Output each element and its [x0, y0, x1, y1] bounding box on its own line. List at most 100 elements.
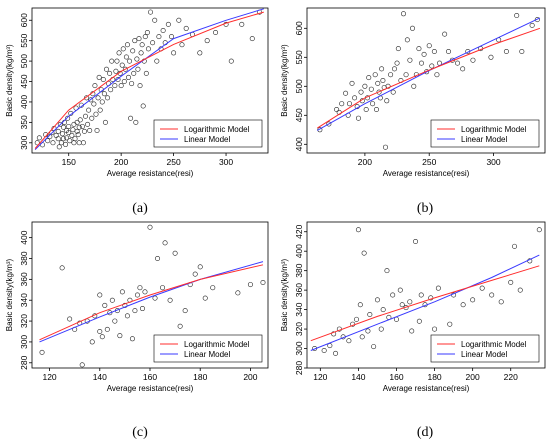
y-tick-label: 450: [19, 74, 29, 88]
data-point: [363, 107, 369, 113]
x-tick-label: 150: [62, 157, 76, 167]
data-point: [519, 48, 525, 54]
data-point: [399, 302, 405, 308]
data-point: [79, 362, 85, 368]
data-point: [374, 297, 380, 303]
x-tick-label: 200: [358, 157, 372, 167]
data-point: [134, 56, 140, 62]
data-point: [176, 17, 182, 23]
data-point: [460, 66, 466, 72]
data-point: [355, 227, 361, 233]
data-point: [65, 115, 71, 121]
data-point: [91, 101, 97, 107]
data-point: [334, 107, 340, 113]
data-point: [162, 240, 168, 246]
data-point: [384, 98, 390, 104]
x-tick-label: 200: [114, 157, 128, 167]
data-point: [64, 135, 70, 141]
x-tick-label: 120: [313, 372, 327, 382]
data-point: [470, 297, 476, 303]
data-point: [498, 299, 504, 305]
data-point: [407, 299, 413, 305]
data-point: [395, 46, 401, 52]
x-tick-label: 300: [219, 157, 233, 167]
data-point: [56, 144, 62, 150]
x-tick-label: 120: [42, 372, 56, 382]
data-point: [534, 17, 540, 23]
data-point: [77, 117, 83, 123]
plot-frame: [306, 221, 546, 369]
data-point: [416, 318, 422, 324]
data-point: [331, 331, 337, 337]
data-point: [370, 101, 376, 107]
y-tick-label: 420: [294, 224, 304, 238]
data-point: [53, 132, 59, 138]
linear-model-line: [39, 261, 264, 343]
data-point: [55, 136, 61, 142]
data-point: [97, 107, 103, 113]
data-point: [76, 140, 82, 146]
data-point: [102, 302, 108, 308]
data-point: [86, 107, 92, 113]
data-point: [139, 42, 145, 48]
data-point: [512, 243, 518, 249]
data-point: [333, 350, 339, 356]
data-point: [384, 268, 390, 274]
data-point: [390, 292, 396, 298]
legend-logarithmic-label: Logarithmic Model: [184, 340, 250, 349]
data-point: [326, 121, 332, 127]
x-tick-label: 250: [422, 157, 436, 167]
data-point: [124, 42, 130, 48]
data-point: [76, 124, 82, 130]
data-point: [321, 347, 327, 353]
data-point: [59, 265, 65, 271]
data-point: [429, 63, 435, 69]
data-point: [105, 95, 111, 101]
data-point: [109, 297, 115, 303]
data-point: [365, 328, 371, 334]
data-point: [94, 128, 100, 134]
data-point: [371, 344, 377, 350]
y-tick-label: 350: [19, 115, 29, 129]
data-point: [177, 323, 183, 329]
data-point: [385, 83, 391, 89]
data-point: [182, 308, 188, 314]
data-point: [165, 21, 171, 27]
y-axis-title: Basic density(kg/m³): [280, 258, 289, 331]
y-tick-label: 600: [294, 21, 304, 35]
y-axis-title: Basic density(kg/m³): [5, 258, 14, 331]
x-tick-label: 250: [167, 157, 181, 167]
data-point: [442, 31, 448, 37]
data-point: [145, 46, 151, 52]
data-point: [167, 297, 173, 303]
data-point: [120, 46, 126, 52]
data-point: [101, 91, 107, 97]
data-point: [39, 349, 45, 355]
data-point: [489, 292, 495, 298]
data-point: [58, 140, 64, 146]
data-point: [373, 107, 379, 113]
data-point: [197, 264, 203, 270]
data-point: [137, 285, 143, 291]
data-point: [122, 66, 128, 72]
data-point: [358, 89, 364, 95]
data-point: [89, 339, 95, 345]
data-point: [514, 13, 520, 19]
data-point: [210, 285, 216, 291]
data-point: [156, 34, 162, 40]
data-point: [470, 57, 476, 63]
y-tick-label: 280: [19, 355, 29, 369]
y-tick-label: 400: [19, 230, 29, 244]
y-tick-label: 300: [294, 341, 304, 355]
data-point: [409, 25, 415, 31]
data-point: [132, 38, 138, 44]
y-tick-label: 300: [19, 335, 29, 349]
y-tick-label: 600: [19, 13, 29, 27]
y-tick-label: 400: [294, 137, 304, 151]
data-point: [66, 130, 72, 136]
x-tick-label: 300: [486, 157, 500, 167]
data-point: [60, 124, 66, 130]
data-point: [355, 115, 361, 121]
data-point: [57, 121, 63, 127]
y-tick-label: 320: [19, 314, 29, 328]
